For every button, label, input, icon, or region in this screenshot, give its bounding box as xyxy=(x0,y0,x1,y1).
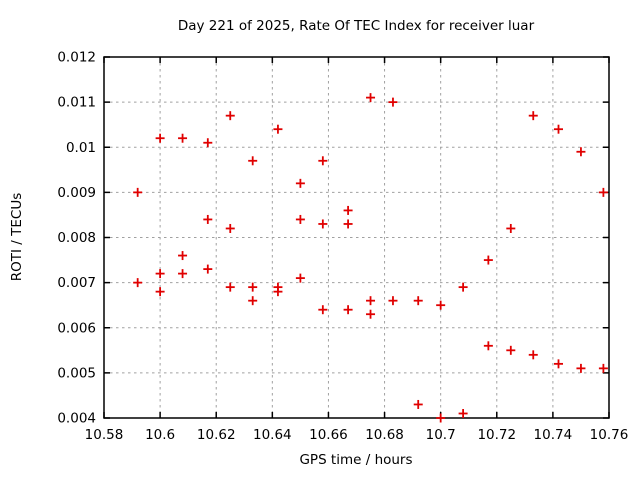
plot-border xyxy=(103,56,610,419)
data-point-marker xyxy=(203,214,213,224)
data-point-marker xyxy=(295,214,305,224)
data-point-marker xyxy=(248,156,258,166)
data-point-marker xyxy=(554,359,563,369)
data-point-marker xyxy=(388,296,398,306)
y-tick-label: 0.009 xyxy=(57,185,96,201)
data-point-marker xyxy=(178,133,188,143)
data-point-marker xyxy=(413,296,423,306)
gridlines xyxy=(104,57,609,418)
data-point-marker xyxy=(343,219,353,229)
data-point-marker xyxy=(598,187,608,197)
data-point-marker xyxy=(343,305,353,315)
data-point-marker xyxy=(388,97,398,107)
data-point-marker xyxy=(273,287,283,297)
data-point-marker xyxy=(225,223,235,233)
data-point-marker xyxy=(178,269,188,279)
x-tick-label: 10.62 xyxy=(197,427,236,443)
x-tick-label: 10.76 xyxy=(590,427,629,443)
data-point-marker xyxy=(436,413,446,423)
data-point-marker xyxy=(598,363,608,373)
data-point-marker xyxy=(528,350,538,360)
y-tick-label: 0.007 xyxy=(57,275,96,291)
y-tick-label: 0.011 xyxy=(57,95,96,111)
data-point-marker xyxy=(225,282,235,292)
x-tick-label: 10.74 xyxy=(534,427,573,443)
x-tick-labels: 10.58 10.6 10.62 10.64 10.66 10.68 10.7 10.72 10… xyxy=(85,427,629,443)
y-tick-label: 0.006 xyxy=(57,320,96,336)
data-point-marker xyxy=(318,305,328,315)
data-point-marker xyxy=(203,264,213,274)
y-tick-label: 0.008 xyxy=(57,230,96,246)
data-point-marker xyxy=(133,278,143,288)
data-point-marker xyxy=(295,273,305,283)
data-point-marker xyxy=(273,124,283,134)
data-point-marker xyxy=(155,269,165,279)
data-point-marker xyxy=(576,147,586,157)
y-tick-labels: 0.004 0.005 0.006 0.007 0.008 0.009 0.01 0.011 0… xyxy=(57,50,96,427)
data-point-marker xyxy=(203,138,213,148)
data-point-marker xyxy=(295,178,305,188)
data-point-marker xyxy=(366,309,376,319)
data-point-marker xyxy=(178,251,188,261)
data-point-marker xyxy=(248,296,258,306)
x-tick-label: 10.6 xyxy=(145,427,175,443)
data-point-marker xyxy=(436,300,446,310)
data-point-marker xyxy=(528,111,538,121)
y-tick-label: 0.012 xyxy=(57,50,96,66)
data-point-marker xyxy=(366,93,376,103)
data-point-marker xyxy=(458,282,468,292)
data-point-marker xyxy=(413,399,423,409)
x-axis-label: GPS time / hours xyxy=(299,452,412,468)
data-point-marker xyxy=(133,187,143,197)
x-tick-label: 10.58 xyxy=(85,427,124,443)
y-tick-label: 0.004 xyxy=(57,411,96,427)
y-tick-label: 0.01 xyxy=(66,140,96,156)
data-point-marker xyxy=(225,111,235,121)
chart-title: Day 221 of 2025, Rate Of TEC Index for r… xyxy=(178,18,535,34)
x-tick-label: 10.66 xyxy=(309,427,348,443)
data-point-marker xyxy=(554,124,563,134)
x-tick-label: 10.7 xyxy=(426,427,456,443)
data-point-marker xyxy=(343,205,353,215)
data-point-marker xyxy=(155,133,165,143)
data-point-marker xyxy=(155,287,165,297)
data-point-marker xyxy=(576,363,586,373)
x-tick-label: 10.68 xyxy=(365,427,404,443)
x-tick-label: 10.72 xyxy=(477,427,516,443)
data-point-marker xyxy=(506,345,516,355)
y-axis-label: ROTI / TECUs xyxy=(9,193,25,281)
data-point-marker xyxy=(458,408,468,418)
data-point-marker xyxy=(366,296,376,306)
data-points xyxy=(133,93,608,423)
data-point-marker xyxy=(483,255,493,265)
data-point-marker xyxy=(506,223,516,233)
x-tick-label: 10.64 xyxy=(253,427,292,443)
data-point-marker xyxy=(318,219,328,229)
data-point-marker xyxy=(318,156,328,166)
data-point-marker xyxy=(483,341,493,351)
data-point-marker xyxy=(248,282,258,292)
y-tick-label: 0.005 xyxy=(57,365,96,381)
